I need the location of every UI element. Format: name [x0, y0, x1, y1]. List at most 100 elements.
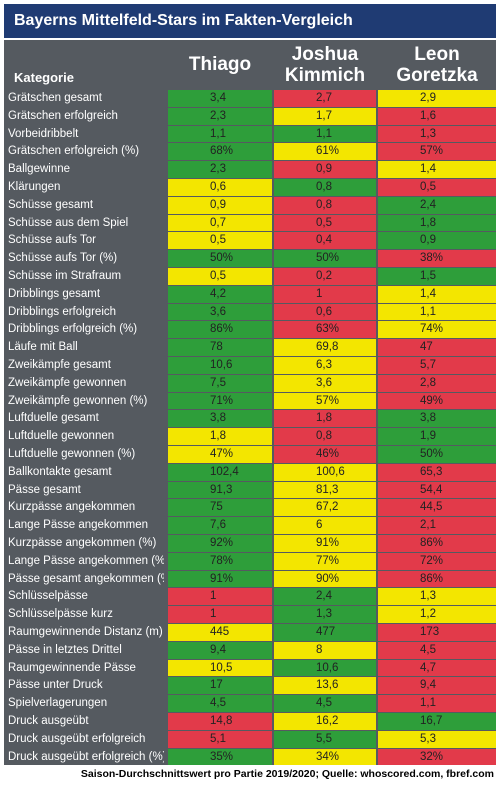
value-cell: 74% [378, 321, 496, 339]
table-row: Dribblings erfolgreich 3,6 0,6 1,1 [4, 303, 496, 322]
value-cell: 78% [168, 552, 272, 570]
value-cell: 17 [168, 677, 272, 695]
value-cell: 50% [274, 250, 376, 267]
value-cell: 75 [168, 499, 272, 517]
value-cell: 44,5 [378, 499, 496, 517]
value-cell: 77% [274, 552, 376, 570]
value-cell: 65,3 [378, 463, 496, 481]
row-label: Druck ausgeübt [8, 715, 89, 727]
value-cell: 38% [378, 250, 496, 267]
value-cell: 102,4 [168, 463, 272, 481]
value-cell: 0,9 [168, 196, 272, 214]
row-label: Kurzpässe angekommen [8, 501, 136, 514]
table-row: Grätschen erfolgreich (%) 68% 61% 57% [4, 143, 496, 161]
row-label: Ballkontakte gesamt [8, 465, 112, 478]
value-cell: 92% [168, 535, 272, 552]
value-cell: 91,3 [168, 481, 272, 499]
row-label: Kurzpässe angekommen (%) [8, 537, 157, 549]
value-cell: 173 [378, 624, 496, 641]
table-row: Dribblings erfolgreich (%) 86% 63% 74% [4, 321, 496, 339]
table-row: Pässe in letztes Drittel 9,4 8 4,5 [4, 641, 496, 660]
table-row: Ballgewinne 2,3 0,9 1,4 [4, 161, 496, 179]
value-cell: 9,4 [378, 677, 496, 695]
row-label: Schüsse gesamt [8, 198, 94, 211]
value-cell: 1,3 [274, 606, 376, 623]
value-cell: 10,5 [168, 659, 272, 677]
value-cell: 57% [274, 392, 376, 410]
value-cell: 0,7 [168, 214, 272, 232]
table-row: Lange Pässe angekommen (%) 78% 77% 72% [4, 552, 496, 571]
table-row: Schlüsselpässe kurz 1 1,3 1,2 [4, 606, 496, 624]
row-label: Spielverlagerungen [8, 697, 108, 710]
row-label: Raumgewinnende Pässe [8, 661, 136, 674]
value-cell: 2,9 [378, 90, 496, 107]
row-label: Dribblings erfolgreich (%) [8, 323, 138, 336]
value-cell: 4,7 [378, 659, 496, 677]
value-cell: 2,3 [168, 161, 272, 178]
table-row: Schüsse aufs Tor 0,5 0,4 0,9 [4, 232, 496, 250]
value-cell: 91% [168, 570, 272, 588]
value-cell: 1,5 [378, 268, 496, 285]
table-row: Pässe gesamt angekommen (%) 91% 90% 86% [4, 570, 496, 589]
value-cell: 100,6 [274, 463, 376, 481]
player-header-goretzka: Leon Goretzka [396, 43, 478, 86]
value-cell: 57% [378, 143, 496, 161]
value-cell: 0,2 [274, 268, 376, 285]
value-cell: 35% [168, 748, 272, 766]
row-label: Pässe unter Druck [8, 679, 103, 692]
value-cell: 14,8 [168, 713, 272, 730]
value-cell: 5,5 [274, 730, 376, 748]
value-cell: 72% [378, 552, 496, 570]
row-label: Pässe in letztes Drittel [8, 643, 122, 656]
table-row: Lange Pässe angekommen 7,6 6 2,1 [4, 517, 496, 535]
value-cell: 1 [274, 285, 376, 303]
row-label: Lange Pässe angekommen (%) [8, 554, 164, 567]
value-cell: 6 [274, 517, 376, 534]
value-cell: 5,1 [168, 730, 272, 748]
table-row: Dribblings gesamt 4,2 1 1,4 [4, 285, 496, 304]
value-cell: 46% [274, 446, 376, 463]
row-label: Vorbeidribbelt [8, 127, 79, 140]
row-label: Ballgewinne [8, 163, 71, 176]
value-cell: 0,5 [168, 268, 272, 285]
value-cell: 34% [274, 748, 376, 766]
row-label: Grätschen gesamt [8, 92, 102, 104]
row-label: Dribblings gesamt [8, 287, 101, 300]
table-row: Zweikämpfe gewonnen (%) 71% 57% 49% [4, 392, 496, 411]
row-label: Druck ausgeübt erfolgreich [8, 732, 146, 745]
value-cell: 1,4 [378, 161, 496, 178]
value-cell: 4,2 [168, 285, 272, 303]
value-cell: 1,4 [378, 285, 496, 303]
value-cell: 86% [168, 321, 272, 339]
value-cell: 3,4 [168, 90, 272, 107]
row-label: Luftduelle gesamt [8, 412, 99, 425]
value-cell: 68% [168, 143, 272, 161]
value-cell: 0,9 [274, 161, 376, 178]
value-cell: 0,4 [274, 232, 376, 250]
table-row: Klärungen 0,6 0,8 0,5 [4, 179, 496, 197]
value-cell: 3,6 [168, 303, 272, 321]
player-header-kimmich: Joshua Kimmich [284, 43, 366, 86]
table-row: Schüsse gesamt 0,9 0,8 2,4 [4, 196, 496, 215]
table-row: Luftduelle gesamt 3,8 1,8 3,8 [4, 410, 496, 428]
table-row: Luftduelle gewonnen (%) 47% 46% 50% [4, 446, 496, 464]
row-label: Zweikämpfe gewonnen [8, 376, 127, 389]
value-cell: 1,8 [274, 410, 376, 428]
table-row: Druck ausgeübt 14,8 16,2 16,7 [4, 713, 496, 731]
value-cell: 91% [274, 535, 376, 552]
value-cell: 78 [168, 339, 272, 356]
table-row: Schüsse aufs Tor (%) 50% 50% 38% [4, 250, 496, 268]
row-label: Grätschen erfolgreich (%) [8, 145, 140, 158]
row-label: Luftduelle gewonnen (%) [8, 448, 136, 460]
value-cell: 32% [378, 748, 496, 766]
value-cell: 3,8 [378, 410, 496, 428]
value-cell: 47% [168, 446, 272, 463]
value-cell: 4,5 [274, 695, 376, 712]
value-cell: 86% [378, 535, 496, 552]
table-row: Läufe mit Ball 78 69,8 47 [4, 339, 496, 357]
value-cell: 1,1 [378, 695, 496, 712]
table-row: Pässe gesamt 91,3 81,3 54,4 [4, 481, 496, 500]
value-cell: 0,5 [378, 179, 496, 196]
value-cell: 69,8 [274, 339, 376, 356]
value-cell: 67,2 [274, 499, 376, 517]
